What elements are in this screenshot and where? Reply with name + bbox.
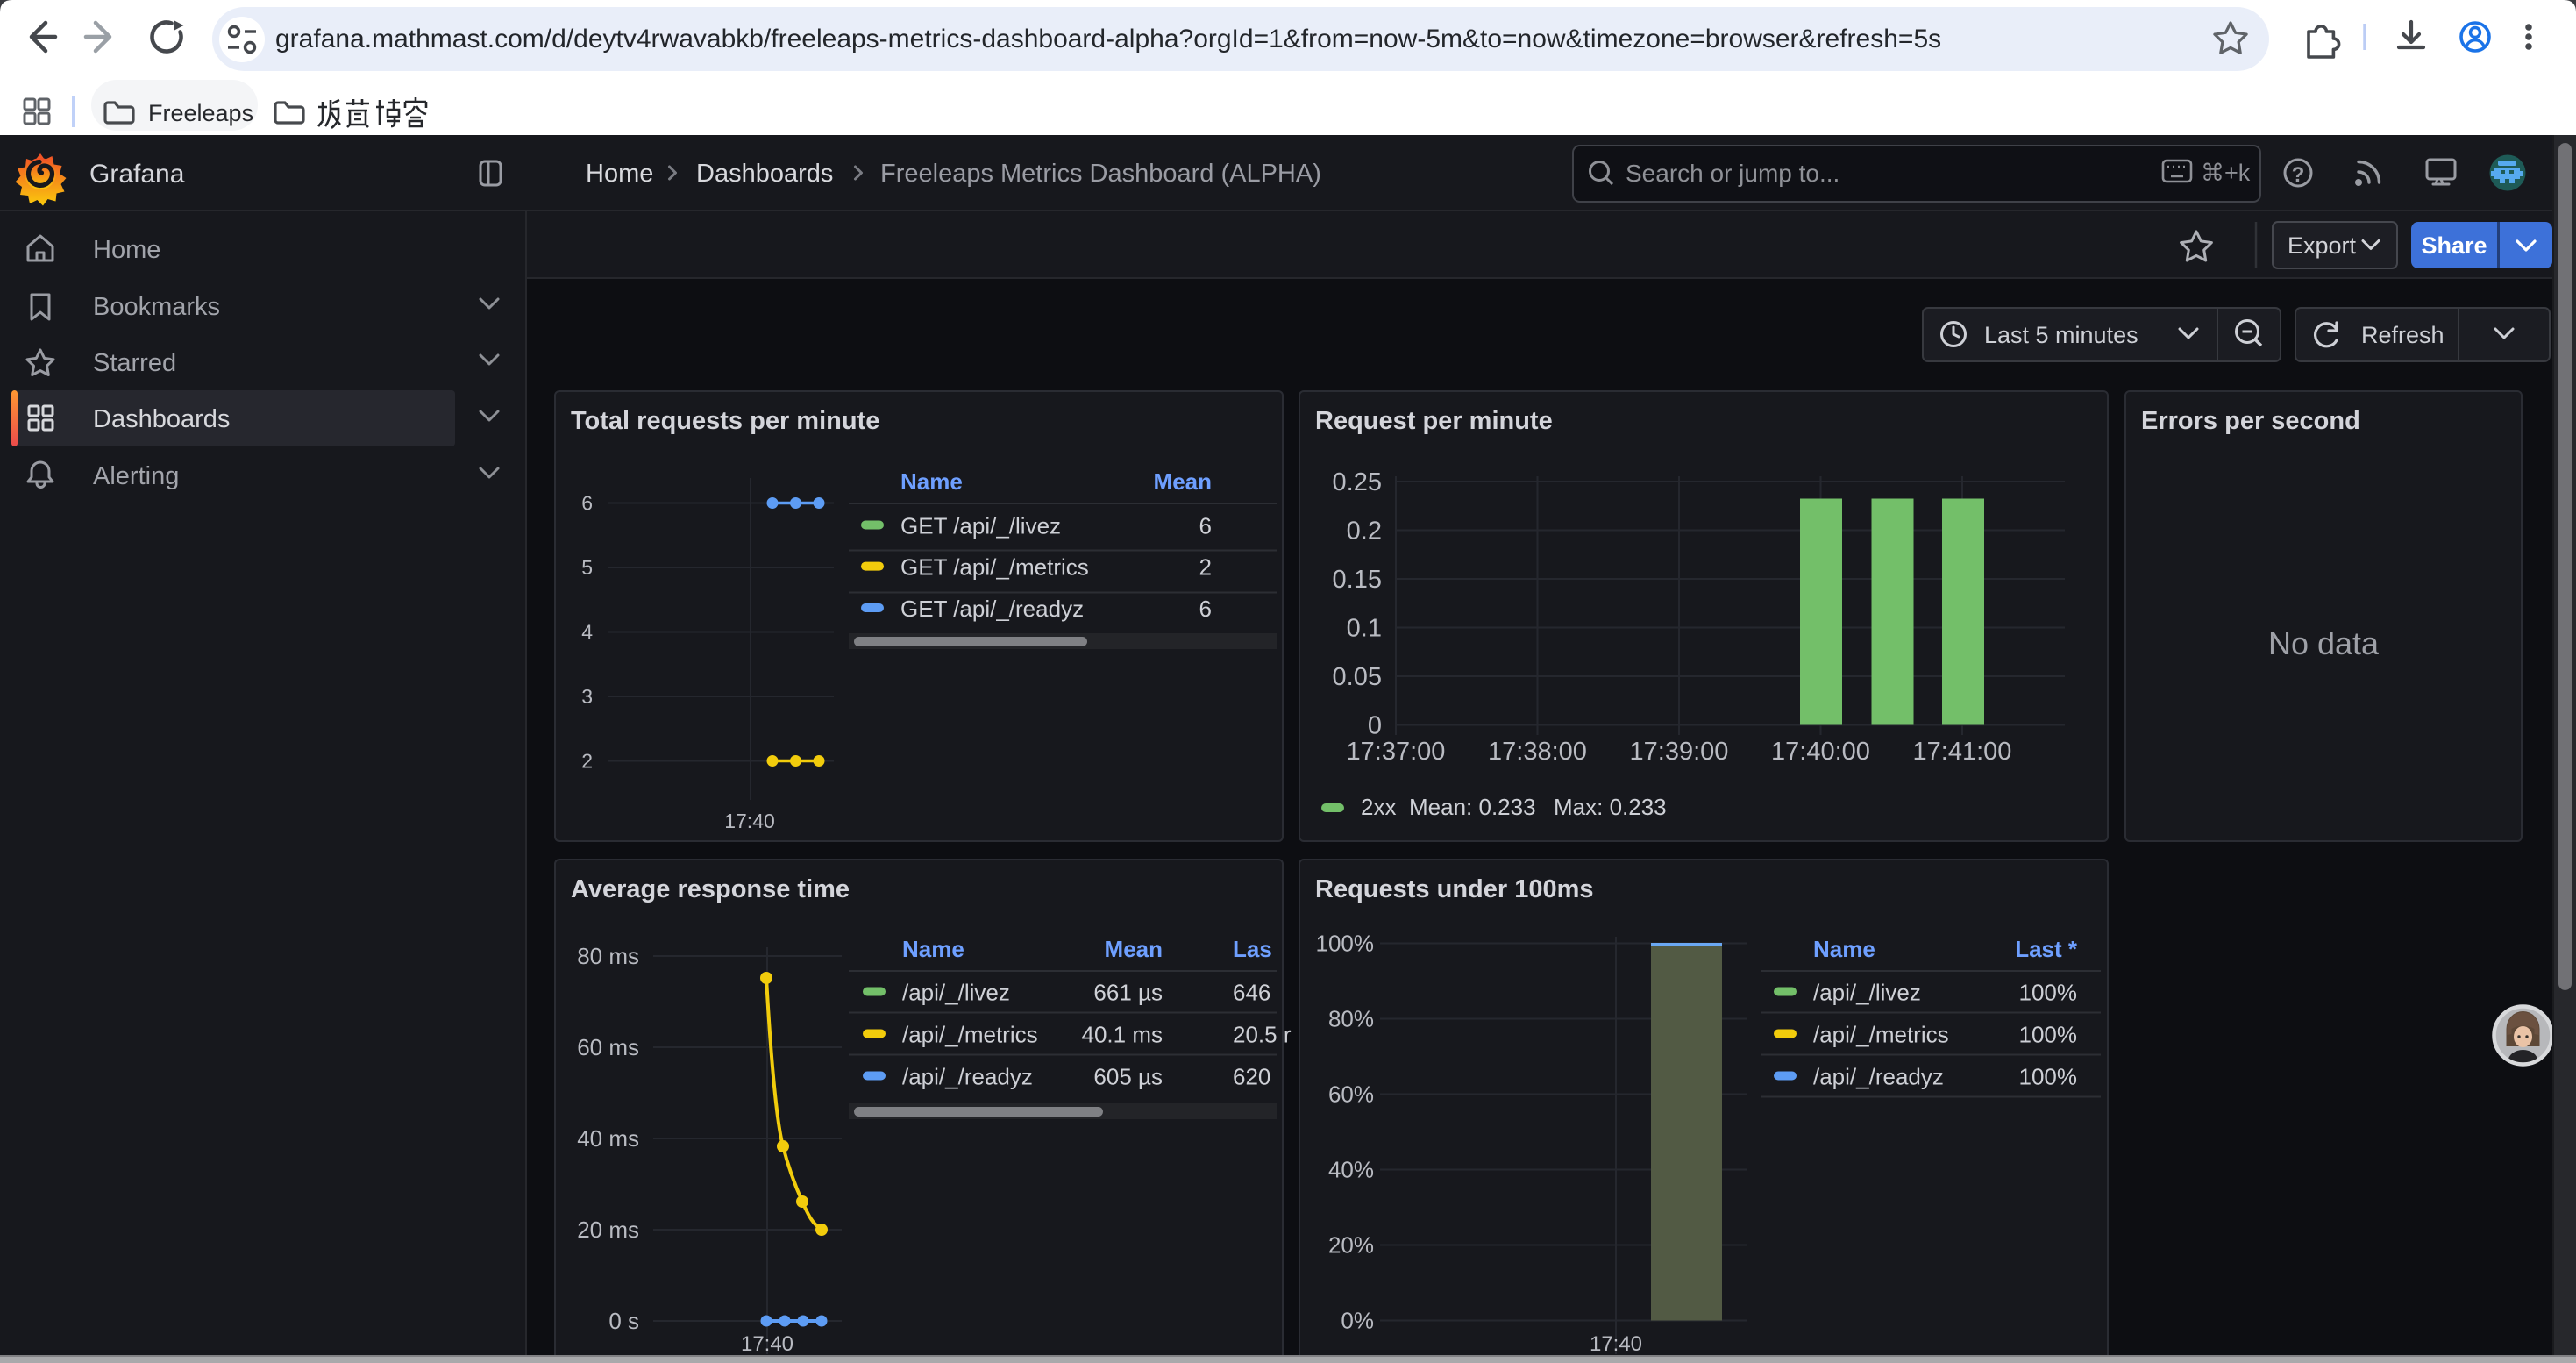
svg-text:Total requests per minute: Total requests per minute	[571, 407, 879, 435]
svg-text:20%: 20%	[1328, 1232, 1374, 1259]
svg-text:Mean: Mean	[1105, 936, 1163, 962]
svg-text:6: 6	[581, 492, 593, 515]
svg-text:0.25: 0.25	[1333, 468, 1382, 496]
svg-text:40.1 ms: 40.1 ms	[1082, 1022, 1163, 1048]
svg-text:20.5 r: 20.5 r	[1233, 1022, 1292, 1048]
svg-text:17:38:00: 17:38:00	[1488, 738, 1587, 766]
svg-text:Mean: Mean	[1154, 468, 1212, 495]
svg-text:/api/_/readyz: /api/_/readyz	[902, 1064, 1033, 1090]
svg-text:661 µs: 661 µs	[1093, 980, 1163, 1006]
svg-text:17:40: 17:40	[741, 1332, 793, 1356]
svg-text:40 ms: 40 ms	[577, 1125, 639, 1152]
svg-text:Refresh: Refresh	[2361, 322, 2444, 348]
svg-text:6: 6	[1199, 513, 1212, 539]
svg-text:Home: Home	[586, 160, 653, 188]
svg-text:/api/_/readyz: /api/_/readyz	[1813, 1064, 1944, 1090]
svg-text:Name: Name	[902, 936, 964, 962]
svg-text:0.05: 0.05	[1333, 663, 1382, 691]
svg-text:No data: No data	[2268, 625, 2380, 661]
svg-text:2xx: 2xx	[1361, 794, 1396, 820]
svg-text:Freeleaps Metrics Dashboard (A: Freeleaps Metrics Dashboard (ALPHA)	[880, 160, 1321, 188]
svg-text:17:40: 17:40	[1590, 1332, 1642, 1356]
svg-text:Bookmarks: Bookmarks	[93, 293, 220, 321]
svg-text:Max: 0.233: Max: 0.233	[1554, 794, 1667, 820]
svg-text:?: ?	[2292, 163, 2305, 187]
svg-text:100%: 100%	[1316, 931, 1375, 957]
svg-text:2: 2	[581, 750, 593, 773]
svg-text:Home: Home	[93, 236, 160, 264]
svg-text:GET /api/_/metrics: GET /api/_/metrics	[900, 554, 1089, 581]
svg-text:/api/_/livez: /api/_/livez	[902, 980, 1010, 1006]
svg-text:620: 620	[1233, 1064, 1270, 1090]
svg-text:⌘+k: ⌘+k	[2201, 160, 2251, 186]
svg-text:0: 0	[1368, 712, 1382, 740]
svg-text:40%: 40%	[1328, 1157, 1374, 1183]
svg-text:2: 2	[1199, 554, 1212, 581]
svg-text:GET /api/_/readyz: GET /api/_/readyz	[900, 596, 1084, 622]
svg-text:80 ms: 80 ms	[577, 943, 639, 969]
svg-text:3: 3	[581, 685, 593, 708]
svg-text:Last 5 minutes: Last 5 minutes	[1984, 322, 2138, 348]
svg-text:4: 4	[581, 621, 593, 644]
svg-text:0%: 0%	[1341, 1308, 1374, 1334]
svg-text:Errors per second: Errors per second	[2141, 407, 2360, 435]
svg-text:/api/_/livez: /api/_/livez	[1813, 980, 1921, 1006]
svg-text:Search or jump to...: Search or jump to...	[1626, 160, 1839, 187]
svg-text:20 ms: 20 ms	[577, 1217, 639, 1243]
svg-text:Average response time: Average response time	[571, 875, 850, 903]
svg-text:60%: 60%	[1328, 1081, 1374, 1108]
svg-text:0.15: 0.15	[1333, 566, 1382, 594]
svg-text:17:39:00: 17:39:00	[1630, 738, 1729, 766]
svg-text:Starred: Starred	[93, 349, 176, 377]
svg-text:17:40:00: 17:40:00	[1771, 738, 1870, 766]
svg-text:100%: 100%	[2019, 980, 2078, 1006]
svg-text:17:41:00: 17:41:00	[1913, 738, 2012, 766]
svg-text:6: 6	[1199, 596, 1212, 622]
svg-text:Last *: Last *	[2015, 936, 2078, 962]
svg-text:Alerting: Alerting	[93, 462, 179, 490]
svg-text:100%: 100%	[2019, 1022, 2078, 1048]
svg-text:17:40: 17:40	[724, 810, 775, 832]
svg-text:/api/_/metrics: /api/_/metrics	[902, 1022, 1038, 1048]
svg-text:GET /api/_/livez: GET /api/_/livez	[900, 513, 1061, 539]
svg-text:Request per minute: Request per minute	[1315, 407, 1553, 435]
svg-text:605 µs: 605 µs	[1093, 1064, 1163, 1090]
svg-text:Dashboards: Dashboards	[696, 160, 833, 188]
svg-text:0 s: 0 s	[608, 1308, 639, 1334]
svg-text:Requests under 100ms: Requests under 100ms	[1315, 875, 1594, 903]
svg-text:100%: 100%	[2019, 1064, 2078, 1090]
svg-text:5: 5	[581, 556, 593, 579]
svg-text:Share: Share	[2421, 232, 2487, 259]
svg-text:Las: Las	[1233, 936, 1272, 962]
svg-text:17:37:00: 17:37:00	[1347, 738, 1446, 766]
svg-text:Grafana: Grafana	[89, 160, 185, 189]
svg-text:0.1: 0.1	[1347, 615, 1382, 643]
svg-text:60 ms: 60 ms	[577, 1034, 639, 1060]
svg-text:/api/_/metrics: /api/_/metrics	[1813, 1022, 1949, 1048]
svg-text:80%: 80%	[1328, 1006, 1374, 1032]
svg-text:Mean: 0.233: Mean: 0.233	[1409, 794, 1536, 820]
svg-text:0.2: 0.2	[1347, 517, 1382, 546]
svg-text:Freeleaps: Freeleaps	[148, 100, 253, 126]
svg-text:646: 646	[1233, 980, 1270, 1006]
svg-text:Export: Export	[2288, 232, 2357, 259]
svg-text:Name: Name	[1813, 936, 1875, 962]
svg-text:Dashboards: Dashboards	[93, 405, 230, 433]
svg-text:grafana.mathmast.com/d/deytv4r: grafana.mathmast.com/d/deytv4rwavabkb/fr…	[275, 25, 1941, 54]
svg-text:Name: Name	[900, 468, 963, 495]
